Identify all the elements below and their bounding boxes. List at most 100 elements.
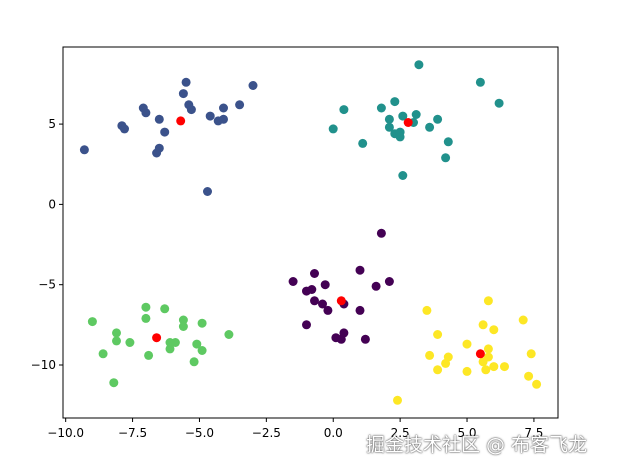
scatter-point (371, 281, 381, 291)
scatter-point (98, 349, 108, 359)
scatter-point (355, 305, 365, 315)
x-tick-label: 0.0 (324, 426, 343, 440)
scatter-point (160, 304, 170, 314)
scatter-point (176, 116, 186, 126)
y-tick-label: −10 (31, 358, 56, 372)
scatter-point (360, 334, 370, 344)
scatter-point (398, 111, 408, 121)
scatter-point (422, 305, 432, 315)
scatter-point (384, 122, 394, 132)
scatter-point (339, 105, 349, 115)
scatter-point (112, 328, 121, 338)
scatter-point (425, 122, 435, 132)
scatter-point (494, 98, 504, 108)
scatter-point (189, 357, 199, 367)
watermark: 掘金技术社区 @ 布客飞龙 (366, 434, 588, 456)
scatter-point (475, 349, 485, 359)
scatter-point (395, 132, 405, 142)
scatter-point (443, 352, 453, 362)
scatter-point (483, 296, 493, 306)
scatter-point (489, 362, 499, 372)
scatter-point (376, 228, 386, 238)
x-axis: −10.0 −7.5 −5.0 −2.5 0.0 2.5 5.0 7.5 (47, 418, 543, 440)
scatter-point (443, 137, 453, 147)
scatter-point (518, 315, 528, 325)
scatter-point (532, 379, 542, 389)
scatter-point (224, 330, 234, 339)
scatter-point (288, 277, 298, 286)
scatter-point (433, 365, 443, 375)
y-tick-label: 0 (48, 197, 56, 211)
scatter-point (141, 313, 151, 323)
scatter-point (219, 114, 228, 124)
scatter-point (79, 145, 89, 155)
scatter-point (141, 108, 151, 118)
x-tick-label: 5.0 (457, 426, 476, 440)
scatter-point (186, 105, 196, 115)
scatter-point (181, 77, 191, 87)
x-tick-label: 7.5 (524, 426, 543, 440)
scatter-point (393, 395, 402, 405)
scatter-point (160, 127, 170, 137)
scatter-point (170, 338, 180, 347)
scatter-point (152, 333, 162, 343)
scatter-point (328, 124, 338, 134)
scatter-point (235, 100, 245, 110)
scatter-point (433, 330, 443, 339)
scatter-point (376, 103, 386, 113)
scatter-point (483, 352, 493, 362)
x-tick-label: −7.5 (118, 426, 147, 440)
scatter-point (478, 320, 488, 330)
scatter-point (197, 318, 207, 328)
scatter-point (165, 344, 175, 354)
scatter-point (483, 344, 493, 354)
scatter-point (152, 148, 162, 158)
scatter-point (219, 103, 228, 113)
scatter-point (398, 171, 408, 180)
scatter-point (310, 296, 319, 306)
scatter-point (433, 114, 443, 124)
scatter-point (203, 187, 212, 196)
scatter-point (384, 277, 394, 286)
scatter-point (307, 285, 317, 294)
scatter-point (178, 322, 188, 331)
scatter-point (197, 346, 207, 355)
scatter-point (475, 77, 485, 87)
scatter-point (384, 114, 394, 124)
scatter-point (403, 118, 413, 127)
x-tick-label: −2.5 (252, 426, 281, 440)
scatter-point (336, 296, 346, 306)
scatter-point (192, 339, 202, 349)
y-tick-label: 5 (48, 117, 56, 131)
scatter-point (355, 265, 365, 275)
x-tick-label: −5.0 (185, 426, 214, 440)
y-axis: −10 −5 0 5 (31, 117, 63, 372)
scatter-point (489, 325, 499, 335)
scatter-point (120, 124, 129, 134)
scatter-point (462, 339, 472, 349)
scatter-point (310, 269, 319, 278)
scatter-point (339, 328, 349, 338)
scatter-point (302, 320, 311, 330)
scatter-point (411, 110, 421, 119)
scatter-point (462, 366, 472, 376)
scatter-point (87, 317, 97, 327)
scatter-point (425, 350, 435, 360)
scatter-point (205, 111, 215, 121)
scatter-point (178, 315, 188, 325)
y-tick-label: −5 (38, 278, 56, 292)
scatter-point (248, 81, 258, 90)
scatter-point (358, 138, 368, 148)
scatter-point (144, 350, 154, 360)
x-tick-label: −10.0 (47, 426, 84, 440)
scatter-point (320, 280, 330, 290)
scatter-point (524, 371, 534, 381)
scatter-point (178, 89, 188, 99)
scatter-point (154, 114, 164, 124)
axes-frame (62, 46, 559, 419)
x-tick-label: 2.5 (391, 426, 410, 440)
scatter-point (318, 299, 327, 309)
scatter-point (141, 302, 151, 312)
